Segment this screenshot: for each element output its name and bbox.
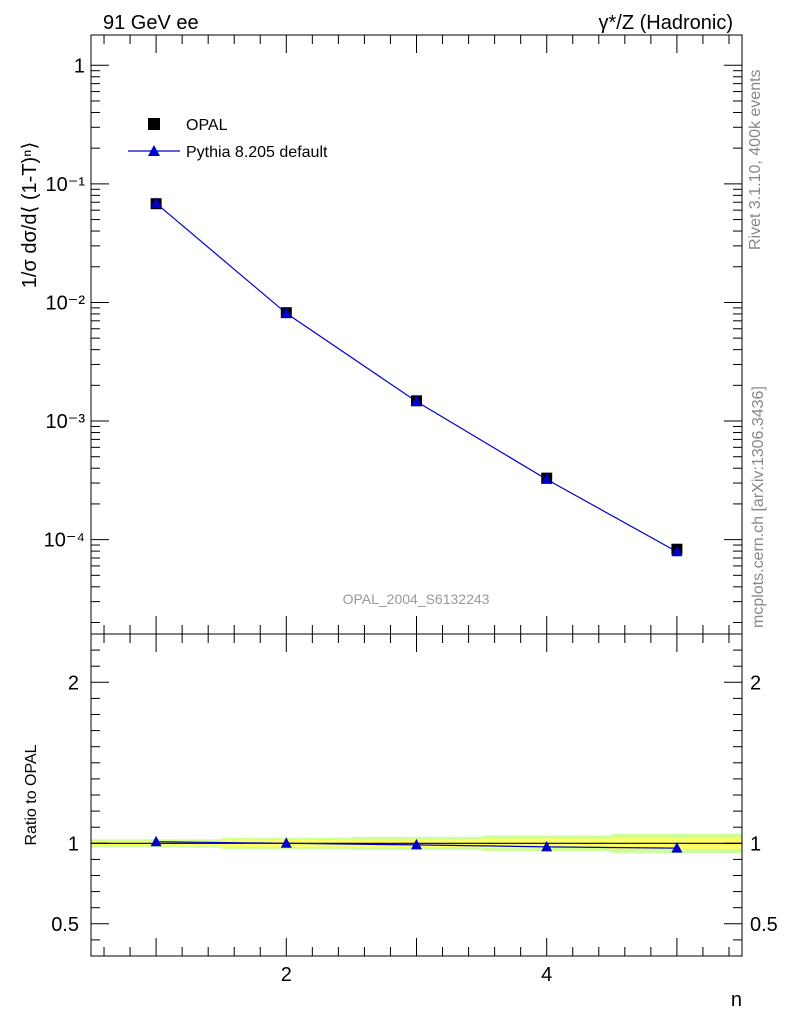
mc-line (155, 202, 678, 553)
ratio-ticks (91, 634, 742, 956)
xtick-label: 4 (541, 964, 552, 986)
ratio-markers (150, 835, 683, 853)
xtick-label: 2 (281, 964, 292, 986)
main-ticks (91, 35, 742, 634)
mc-point (671, 545, 683, 557)
main-ylabel: 1/σ dσ/d⟨ (1-T)ⁿ⟩ (19, 142, 41, 289)
ratio-mc-point (411, 838, 422, 850)
watermark: OPAL_2004_S6132243 (343, 591, 490, 607)
header-right: γ*/Z (Hadronic) (599, 12, 733, 34)
ratio-ylabel: Ratio to OPAL (23, 744, 40, 845)
legend-mc-label: Pythia 8.205 default (186, 144, 328, 161)
legend: OPAL Pythia 8.205 default (128, 117, 328, 161)
legend-opal-marker (148, 118, 160, 130)
mc-point (411, 395, 422, 407)
ratio-mc-point (671, 842, 683, 853)
ratio-ytick-label-left: 2 (68, 672, 79, 694)
ratio-frame (90, 633, 743, 957)
ratio-ytick-label-right: 2 (750, 672, 761, 694)
ratio-ytick-labels: 2 2 1 1 0.5 0.5 (51, 672, 778, 936)
ratio-mc-point (150, 835, 162, 847)
ratio-mc-point (541, 840, 553, 852)
header-left: 91 GeV ee (103, 12, 199, 34)
main-ytick-label: 10⁻³ (46, 411, 86, 433)
ratio-mc-point (280, 837, 292, 848)
xlabel: n (731, 989, 742, 1011)
legend-opal-label: OPAL (186, 117, 228, 134)
mc-point (541, 473, 553, 484)
main-ytick-label: 10⁻⁴ (44, 530, 85, 552)
main-ytick-label: 10⁻² (46, 292, 86, 314)
main-lines (155, 202, 678, 553)
main-ytick-labels: 1 10⁻¹ 10⁻² 10⁻³ 10⁻⁴ (44, 55, 86, 551)
ratio-ytick-label-right: 1 (750, 833, 761, 855)
main-markers (150, 197, 683, 557)
main-panel: 1 10⁻¹ 10⁻² 10⁻³ 10⁻⁴ 1/σ dσ/d⟨ (1-T)ⁿ⟩ OPAL… (19, 34, 743, 635)
mcplots-label: mcplots.cern.ch [arXiv:1306.3436] (750, 386, 767, 628)
main-ytick-label: 10⁻¹ (46, 174, 86, 196)
mc-point (150, 197, 162, 208)
main-ytick-label: 1 (74, 55, 85, 77)
ratio-ytick-label-left: 0.5 (51, 914, 79, 936)
ratio-ytick-label-left: 1 (68, 833, 79, 855)
rivet-label: Rivet 3.1.10, 400k events (747, 69, 764, 250)
mc-point (280, 307, 292, 318)
ratio-ytick-label-right: 0.5 (750, 914, 778, 936)
legend-mc-marker (148, 145, 160, 156)
